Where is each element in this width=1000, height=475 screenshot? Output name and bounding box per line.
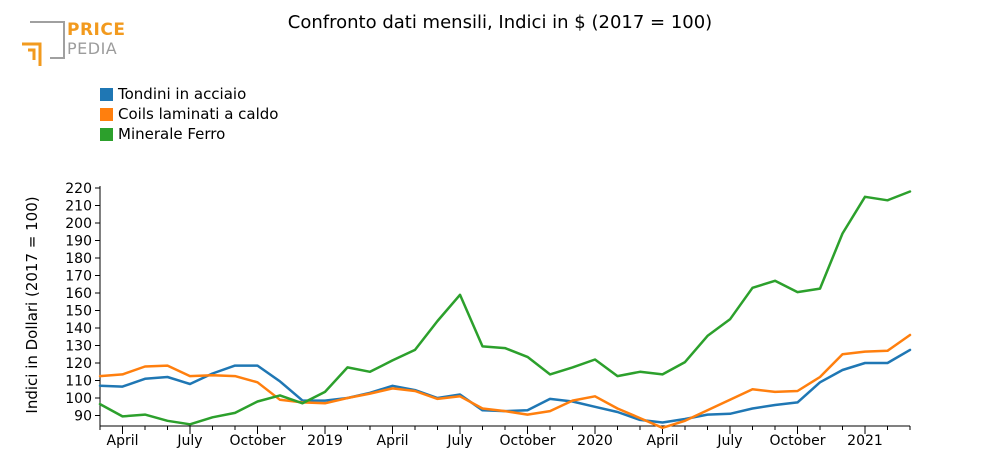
x-tick-label: July bbox=[446, 433, 472, 449]
y-tick-label: 140 bbox=[65, 321, 92, 337]
x-tick-label: October bbox=[499, 433, 555, 449]
y-tick-label: 220 bbox=[65, 181, 92, 197]
y-tick-label: 120 bbox=[65, 356, 92, 372]
logo-mark-icon bbox=[22, 21, 65, 66]
legend-swatch bbox=[100, 127, 113, 141]
y-tick-label: 110 bbox=[65, 374, 92, 390]
x-tick-label: 2020 bbox=[577, 433, 613, 449]
legend-label: Coils laminati a caldo bbox=[118, 105, 279, 123]
series-line-2 bbox=[98, 333, 912, 430]
x-tick-label: October bbox=[769, 433, 825, 449]
series-line-3 bbox=[98, 190, 912, 426]
y-axis-label: Indici in Dollari (2017 = 100) bbox=[23, 196, 41, 413]
y-tick-label: 160 bbox=[65, 286, 92, 302]
pricepedia-logo: PRICE PEDIA bbox=[20, 18, 130, 68]
logo-word-price: PRICE bbox=[67, 20, 126, 40]
chart-series bbox=[98, 190, 912, 430]
y-tick-label: 100 bbox=[65, 391, 92, 407]
legend-item: Tondini in acciaio bbox=[100, 84, 279, 104]
legend-label: Tondini in acciaio bbox=[118, 85, 247, 103]
legend-item: Minerale Ferro bbox=[100, 124, 279, 144]
x-tick-label: April bbox=[377, 433, 409, 449]
legend-swatch bbox=[100, 87, 113, 101]
x-tick-label: October bbox=[229, 433, 285, 449]
x-tick-label: July bbox=[176, 433, 202, 449]
x-tick-label: 2019 bbox=[307, 433, 343, 449]
y-tick-label: 170 bbox=[65, 269, 92, 285]
y-tick-label: 150 bbox=[65, 304, 92, 320]
x-tick-label: July bbox=[716, 433, 742, 449]
y-tick-label: 90 bbox=[74, 409, 92, 425]
x-tick-label: 2021 bbox=[847, 433, 883, 449]
legend-item: Coils laminati a caldo bbox=[100, 104, 279, 124]
chart-legend: Tondini in acciaio Coils laminati a caldo… bbox=[100, 84, 279, 144]
legend-swatch bbox=[100, 107, 113, 121]
y-tick-label: 200 bbox=[65, 216, 92, 232]
chart-title: Confronto dati mensili, Indici in $ (201… bbox=[287, 12, 713, 33]
y-tick-label: 210 bbox=[65, 199, 92, 215]
x-tick-label: April bbox=[647, 433, 679, 449]
legend-label: Minerale Ferro bbox=[118, 125, 226, 143]
x-tick-label: April bbox=[107, 433, 139, 449]
logo-word-pedia: PEDIA bbox=[67, 39, 118, 58]
y-tick-label: 130 bbox=[65, 339, 92, 355]
y-tick-label: 180 bbox=[65, 251, 92, 267]
y-tick-label: 190 bbox=[65, 234, 92, 250]
